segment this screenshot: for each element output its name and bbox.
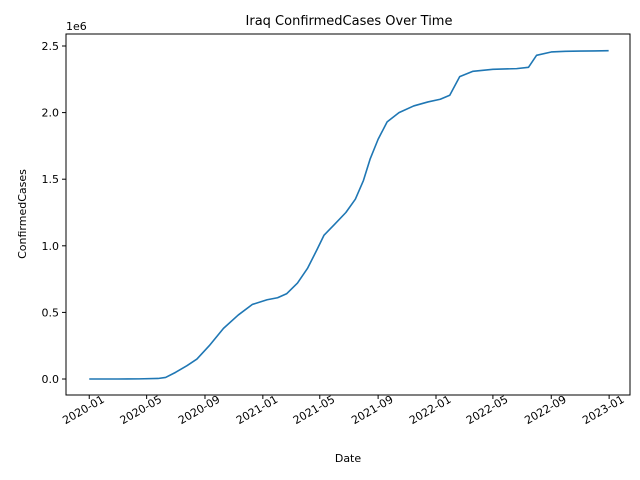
- x-tick-label-6: 2022-01: [407, 393, 453, 427]
- y-axis: 0.0 0.5 1.0 1.5 2.0 2.5: [42, 40, 66, 386]
- x-tick-label-7: 2022-05: [464, 393, 510, 427]
- x-tick-label-9: 2023-01: [580, 393, 626, 427]
- y-tick-label-2: 1.0: [42, 240, 60, 253]
- y-axis-label: ConfirmedCases: [16, 169, 29, 259]
- y-tick-label-1: 0.5: [42, 306, 60, 319]
- x-tick-label-4: 2021-05: [291, 393, 337, 427]
- y-tick-label-3: 1.5: [42, 173, 60, 186]
- x-tick-label-3: 2021-01: [234, 393, 280, 427]
- x-tick-label-0: 2020-01: [60, 393, 106, 427]
- x-axis: 2020-01 2020-05 2020-09 2021-01 2021-05 2021-…: [60, 393, 626, 427]
- plot-frame: [65, 33, 631, 396]
- y-offset-label: 1e6: [66, 20, 87, 33]
- chart-title: Iraq ConfirmedCases Over Time: [246, 14, 453, 29]
- y-tick-label-5: 2.5: [42, 40, 60, 53]
- series-line-0: [89, 49, 609, 380]
- y-tick-label-4: 2.0: [42, 107, 60, 120]
- x-tick-label-8: 2022-09: [522, 393, 568, 427]
- y-tick-label-0: 0.0: [42, 373, 60, 386]
- x-tick-label-5: 2021-09: [349, 393, 395, 427]
- x-tick-label-1: 2020-05: [118, 393, 164, 427]
- x-tick-label-2: 2020-09: [176, 393, 222, 427]
- plot-area: [89, 49, 609, 380]
- x-axis-label: Date: [335, 452, 362, 465]
